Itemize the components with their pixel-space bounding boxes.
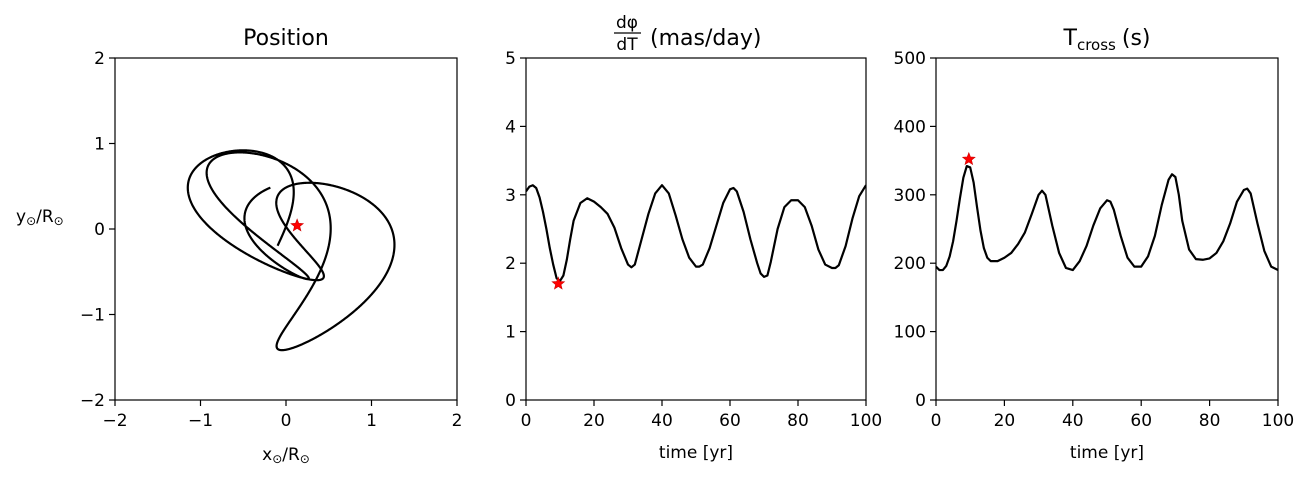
- crossing-time-title-main: T: [1063, 26, 1078, 51]
- angular-rate-title-num: dφ: [616, 13, 638, 33]
- position-series-line: [186, 149, 396, 352]
- position-xtick-label: −2: [102, 411, 127, 431]
- position-ytick-label: 2: [94, 49, 105, 69]
- crossing-time-ytick-label: 300: [894, 186, 926, 206]
- crossing-time-xtick-label: 40: [1062, 411, 1084, 431]
- position-title: Position: [243, 26, 329, 51]
- position-ytick-label: 1: [94, 135, 105, 155]
- crossing-time-xtick-label: 80: [1199, 411, 1221, 431]
- crossing-time-xlabel: time [yr]: [1070, 443, 1144, 463]
- position-ylabel-sub2: ⊙: [54, 214, 64, 228]
- angular-rate-axes-frame: [525, 57, 867, 401]
- position-xlabel-sub: ⊙: [272, 452, 282, 466]
- crossing-time-ytick-label: 100: [894, 323, 926, 343]
- angular-rate-marker: [551, 276, 566, 290]
- position-marker: [290, 218, 305, 232]
- position-xlabel: x⊙/R⊙: [262, 445, 310, 466]
- crossing-time-ytick-label: 500: [894, 49, 926, 69]
- crossing-time-title-unit: (s): [1122, 26, 1151, 51]
- angular-rate-ytick-label: 0: [505, 391, 516, 411]
- crossing-time-title-sub: cross: [1077, 36, 1116, 54]
- angular-rate-xtick-label: 0: [521, 411, 532, 431]
- crossing-time-axes-frame: [935, 57, 1279, 401]
- position-xtick-label: −1: [188, 411, 213, 431]
- angular-rate-title-unit: (mas/day): [650, 26, 761, 51]
- crossing-time-xtick-label: 0: [931, 411, 942, 431]
- position-ylabel-sub: ⊙: [26, 214, 36, 228]
- angular-rate-ytick-label: 4: [505, 117, 516, 137]
- crossing-time-panel: Tcross (s) time [yr] 0 20 40 60 80 100 0 100 200 3…: [894, 26, 1295, 463]
- angular-rate-xtick-label: 80: [787, 411, 809, 431]
- crossing-time-xtick-label: 60: [1130, 411, 1152, 431]
- angular-rate-xtick-label: 60: [719, 411, 741, 431]
- position-ylabel-mid: /R: [36, 207, 54, 227]
- position-xlabel-mid: /R: [282, 445, 300, 465]
- angular-rate-title: dφ dT (mas/day): [614, 13, 761, 55]
- angular-rate-series-line: [526, 184, 866, 283]
- angular-rate-xtick-label: 20: [583, 411, 605, 431]
- crossing-time-xtick-label: 20: [994, 411, 1016, 431]
- angular-rate-xlabel: time [yr]: [659, 443, 733, 463]
- crossing-time-ytick-label: 400: [894, 117, 926, 137]
- position-xtick-label: 1: [366, 411, 377, 431]
- angular-rate-title-den: dT: [616, 35, 638, 55]
- position-xtick-label: 2: [452, 411, 463, 431]
- crossing-time-xtick-label: 100: [1262, 411, 1294, 431]
- position-ytick-label: 0: [94, 220, 105, 240]
- position-xtick-label: 0: [281, 411, 292, 431]
- crossing-time-ytick-label: 200: [894, 254, 926, 274]
- angular-rate-xtick-label: 40: [651, 411, 673, 431]
- crossing-time-marker: [961, 151, 976, 166]
- angular-rate-ytick-label: 3: [505, 186, 516, 206]
- crossing-time-series-line: [936, 164, 1278, 272]
- angular-rate-ytick-label: 5: [505, 49, 516, 69]
- crossing-time-title: Tcross (s): [1063, 26, 1151, 54]
- angular-rate-xtick-label: 100: [850, 411, 882, 431]
- position-xlabel-sub2: ⊙: [300, 452, 310, 466]
- angular-rate-panel: dφ dT (mas/day) time [yr] 0 20 40 60 80 100 0 1…: [505, 13, 882, 463]
- angular-rate-ytick-label: 2: [505, 254, 516, 274]
- position-ylabel: y⊙/R⊙: [16, 207, 64, 228]
- crossing-time-ytick-label: 0: [915, 391, 926, 411]
- position-xlabel-sym: x: [262, 445, 272, 465]
- position-ytick-label: −1: [80, 306, 105, 326]
- position-ytick-label: −2: [80, 391, 105, 411]
- position-ylabel-sym: y: [16, 207, 26, 227]
- angular-rate-ytick-label: 1: [505, 323, 516, 343]
